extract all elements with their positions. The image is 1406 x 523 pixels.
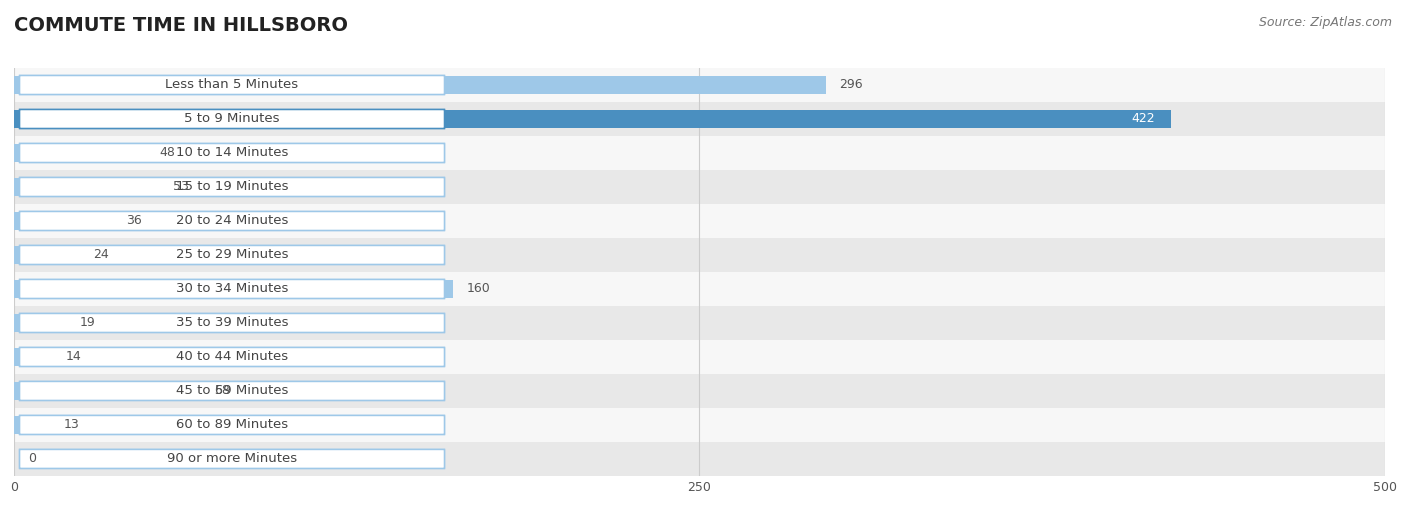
Text: 19: 19 [80,316,96,329]
FancyBboxPatch shape [20,245,444,265]
Text: Source: ZipAtlas.com: Source: ZipAtlas.com [1258,16,1392,29]
Bar [14,178,159,196]
FancyBboxPatch shape [14,238,1385,272]
FancyBboxPatch shape [14,442,1385,476]
FancyBboxPatch shape [20,415,444,435]
FancyBboxPatch shape [20,381,444,401]
Text: 14: 14 [66,350,82,363]
Text: 5 to 9 Minutes: 5 to 9 Minutes [184,112,280,126]
FancyBboxPatch shape [14,272,1385,306]
Text: Less than 5 Minutes: Less than 5 Minutes [166,78,298,92]
Text: 25 to 29 Minutes: 25 to 29 Minutes [176,248,288,262]
Text: 0: 0 [28,452,35,465]
Text: COMMUTE TIME IN HILLSBORO: COMMUTE TIME IN HILLSBORO [14,16,349,35]
FancyBboxPatch shape [14,204,1385,238]
Text: 15 to 19 Minutes: 15 to 19 Minutes [176,180,288,194]
Text: 60 to 89 Minutes: 60 to 89 Minutes [176,418,288,431]
Bar [14,144,146,162]
Text: 36: 36 [127,214,142,228]
FancyBboxPatch shape [14,170,1385,204]
Text: 90 or more Minutes: 90 or more Minutes [167,452,297,465]
Bar [14,212,112,230]
FancyBboxPatch shape [14,136,1385,170]
FancyBboxPatch shape [20,143,444,163]
FancyBboxPatch shape [14,374,1385,408]
Bar [14,76,825,94]
Text: 53: 53 [173,180,188,194]
Text: 296: 296 [839,78,863,92]
Text: 20 to 24 Minutes: 20 to 24 Minutes [176,214,288,228]
Text: 13: 13 [63,418,79,431]
FancyBboxPatch shape [20,211,444,231]
FancyBboxPatch shape [14,408,1385,442]
FancyBboxPatch shape [20,109,444,129]
Text: 45 to 59 Minutes: 45 to 59 Minutes [176,384,288,397]
Text: 24: 24 [94,248,110,262]
Text: 10 to 14 Minutes: 10 to 14 Minutes [176,146,288,160]
Text: 35 to 39 Minutes: 35 to 39 Minutes [176,316,288,329]
Text: 160: 160 [467,282,491,295]
FancyBboxPatch shape [20,449,444,469]
FancyBboxPatch shape [20,75,444,95]
FancyBboxPatch shape [20,279,444,299]
Text: 30 to 34 Minutes: 30 to 34 Minutes [176,282,288,295]
Bar [14,314,66,332]
FancyBboxPatch shape [20,347,444,367]
Text: 40 to 44 Minutes: 40 to 44 Minutes [176,350,288,363]
FancyBboxPatch shape [14,102,1385,136]
Bar [14,416,49,434]
Bar [14,348,52,366]
FancyBboxPatch shape [14,68,1385,102]
Bar [14,280,453,298]
FancyBboxPatch shape [14,340,1385,374]
FancyBboxPatch shape [20,313,444,333]
Text: 422: 422 [1130,112,1154,126]
Text: 48: 48 [159,146,176,160]
FancyBboxPatch shape [14,306,1385,340]
Text: 68: 68 [214,384,231,397]
FancyBboxPatch shape [20,177,444,197]
Bar [14,246,80,264]
Bar [14,382,201,400]
Bar [14,110,1171,128]
